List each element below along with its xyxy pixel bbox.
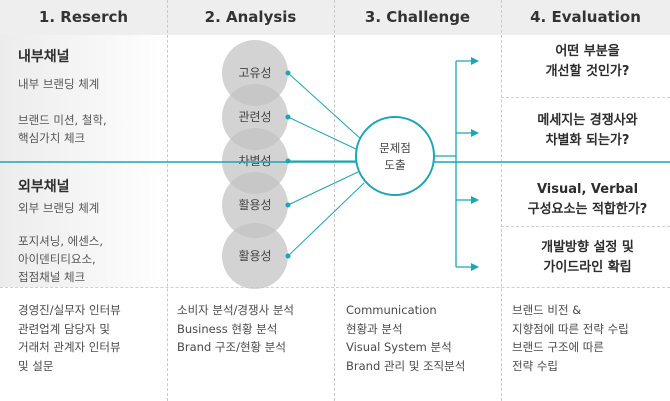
external-detail-line: 접점채널 체크 [18,270,86,284]
evaluation-item-4: 개발방향 설정 및 가이드라인 확립 [505,238,670,278]
column-header-challenge: 3. Challenge [364,8,471,26]
external-detail-line: 아이덴티티요소, [18,252,96,266]
connector-dot [285,114,291,120]
method-line: 현황과 분석 [346,321,403,336]
column-divider [334,0,335,401]
method-line: 및 설문 [18,358,54,373]
evaluation-line: 개발방향 설정 및 [541,240,634,255]
row-divider [0,287,670,288]
connector-dot [285,202,291,208]
evaluation-methods: 브랜드 비전 & 지향점에 따른 전략 수립 브랜드 구조에 따른 전략 수립 [512,301,629,375]
challenge-line: 문제점 [379,141,411,155]
method-line: 관련업계 담당자 및 [18,321,110,336]
evaluation-line: 차별화 되는가? [545,133,630,148]
column-header-evaluation: 4. Evaluation [530,8,641,26]
connector-dot [285,253,291,259]
evaluation-line: 개선할 것인가? [545,64,630,79]
analysis-methods: 소비자 분석/경쟁사 분석 Business 현황 분석 Brand 구조/현황… [177,301,294,357]
method-line: Communication [346,303,437,317]
evaluation-line: 어떤 부분을 [555,44,620,59]
research-panel [0,35,170,287]
method-line: 소비자 분석/경쟁사 분석 [177,303,294,317]
internal-detail-line: 브랜드 미션, 철학, [18,113,107,127]
column-header-analysis: 2. Analysis [204,8,297,26]
external-channel-subtitle: 외부 브랜딩 체계 [18,201,100,215]
external-detail-line: 포지셔닝, 에센스, [18,234,104,248]
method-line: 거래처 관계자 인터뷰 [18,340,121,354]
internal-channel-subtitle: 내부 브랜딩 체계 [18,77,100,91]
internal-channel-details: 브랜드 미션, 철학, 핵심가치 체크 [18,111,107,147]
header-bar: 1. Reserch 2. Analysis 3. Challenge 4. E… [0,0,670,35]
evaluation-line: 구성요소는 적합한가? [527,202,648,217]
method-line: 전략 수립 [512,358,558,373]
method-line: 경영진/실무자 인터뷰 [18,303,121,317]
evaluation-line: 가이드라인 확립 [543,260,632,275]
challenge-line: 도출 [384,158,406,172]
method-line: Visual System 분석 [346,340,452,354]
analysis-circle-utility: 활용성 [222,223,288,289]
method-line: 브랜드 비전 & [512,303,582,317]
column-divider [167,0,168,401]
connector-dot [285,158,291,164]
evaluation-divider [501,97,670,98]
external-channel-title: 외부채널 [18,179,70,195]
method-line: Brand 관리 및 조직분석 [346,358,466,373]
research-methods: 경영진/실무자 인터뷰 관련업계 담당자 및 거래처 관계자 인터뷰 및 설문 [18,301,121,375]
method-line: Business 현황 분석 [177,321,278,336]
internal-detail-line: 핵심가치 체크 [18,131,86,145]
evaluation-item-3: Visual, Verbal 구성요소는 적합한가? [505,180,670,220]
connector-dot [285,70,291,76]
external-channel-details: 포지셔닝, 에센스, 아이덴티티요소, 접점채널 체크 [18,232,103,286]
evaluation-line: Visual, Verbal [536,182,639,197]
method-line: 지향점에 따른 전략 수립 [512,321,629,336]
evaluation-item-1: 어떤 부분을 개선할 것인가? [505,42,670,82]
method-line: Brand 구조/현황 분석 [177,340,286,354]
internal-channel-title: 내부채널 [18,49,70,65]
method-line: 브랜드 구조에 따른 [512,340,604,354]
column-divider [501,0,502,401]
evaluation-line: 메세지는 경쟁사와 [537,113,638,128]
evaluation-item-2: 메세지는 경쟁사와 차별화 되는가? [505,111,670,151]
column-header-research: 1. Reserch [38,8,129,26]
evaluation-divider [501,226,670,227]
challenge-methods: Communication 현황과 분석 Visual System 분석 Br… [346,301,465,375]
problem-derivation-circle: 문제점 도출 [355,116,435,196]
